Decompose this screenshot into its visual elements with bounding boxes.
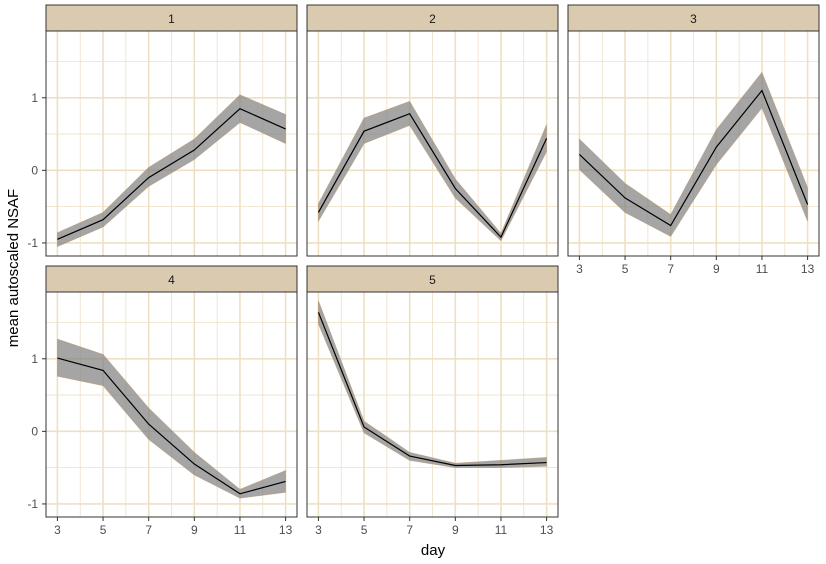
facet-strip-label: 3: [690, 12, 697, 26]
confidence-band-5: [318, 300, 547, 469]
x-tick-label: 11: [234, 523, 247, 537]
series-line-2: [317, 113, 548, 239]
x-tick-label: 13: [540, 523, 554, 537]
x-tick-label: 5: [361, 523, 368, 537]
series-line-4: [57, 357, 286, 495]
y-tick-label: 0: [31, 163, 38, 177]
x-tick-label: 9: [191, 523, 198, 537]
x-tick-label: 13: [801, 262, 815, 276]
panel-border: [45, 30, 298, 257]
facet-strip-label: 4: [168, 273, 175, 287]
x-tick-label: 9: [452, 523, 459, 537]
x-tick-label: 7: [406, 523, 413, 537]
series-line-3: [578, 89, 809, 227]
panel-border: [306, 30, 559, 257]
panel-border: [306, 291, 559, 518]
facet-strip-5: [306, 265, 559, 293]
facet-panel-1: 1 -1 0 1: [27, 4, 298, 257]
facet-strip-label: 2: [429, 12, 436, 26]
facet-strip-4: [45, 265, 298, 293]
confidence-band-4: [57, 338, 286, 499]
x-tick-label: 7: [667, 262, 674, 276]
y-axis-title: mean autoscaled NSAF: [5, 189, 22, 347]
confidence-band-2: [318, 100, 547, 242]
facet-strip-2: [306, 4, 559, 32]
x-tick-label: 7: [145, 523, 152, 537]
x-tick-label: 11: [756, 262, 769, 276]
x-tick-label: 9: [713, 262, 720, 276]
y-tick-label: -1: [27, 497, 38, 511]
x-tick-label: 5: [100, 523, 107, 537]
x-axis-title: day: [421, 542, 446, 559]
facet-panel-3: 3 3 5 7 9 11 13: [567, 4, 820, 276]
facet-strip-1: [45, 4, 298, 32]
x-tick-label: 5: [622, 262, 629, 276]
confidence-band-3: [579, 71, 808, 237]
y-tick-label: 1: [31, 352, 38, 366]
y-tick-label: 1: [31, 91, 38, 105]
panel-border: [567, 30, 820, 257]
x-tick-label: 3: [315, 523, 322, 537]
series-line-1: [57, 107, 286, 240]
x-tick-label: 13: [279, 523, 293, 537]
x-tick-label: 3: [576, 262, 583, 276]
facet-strip-label: 1: [168, 12, 175, 26]
facet-panel-5: 5 3 5 7 9 11 13: [306, 265, 559, 537]
panel-border: [45, 291, 298, 518]
y-tick-label: -1: [27, 236, 38, 250]
x-tick-label: 3: [54, 523, 61, 537]
facet-strip-label: 5: [429, 273, 436, 287]
series-line-5: [317, 312, 547, 467]
y-tick-label: 0: [31, 424, 38, 438]
facet-panel-2: 2: [306, 4, 559, 257]
x-tick-label: 11: [495, 523, 508, 537]
